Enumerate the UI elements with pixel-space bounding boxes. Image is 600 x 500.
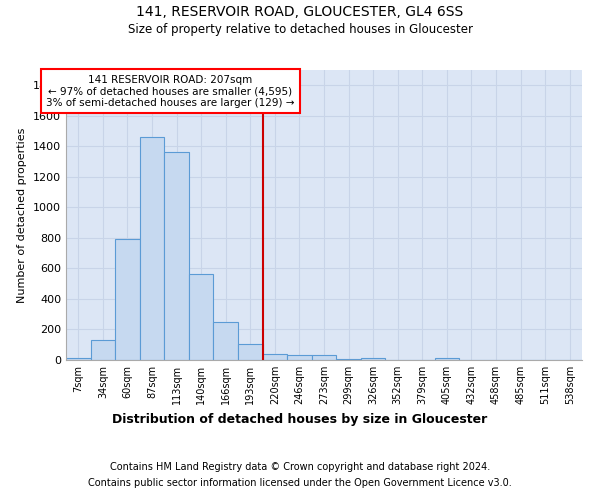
Bar (263, 354, 287, 360)
Bar (66, 358, 91, 360)
Text: Contains public sector information licensed under the Open Government Licence v3: Contains public sector information licen… (88, 478, 512, 488)
Bar (361, 358, 385, 360)
Text: Distribution of detached houses by size in Gloucester: Distribution of detached houses by size … (112, 412, 488, 426)
Bar (336, 359, 361, 360)
Bar (287, 356, 312, 360)
Bar (164, 152, 189, 360)
Bar (189, 274, 214, 360)
Y-axis label: Number of detached properties: Number of detached properties (17, 128, 28, 302)
Bar (434, 358, 459, 360)
Text: 141 RESERVOIR ROAD: 207sqm
← 97% of detached houses are smaller (4,595)
3% of se: 141 RESERVOIR ROAD: 207sqm ← 97% of deta… (46, 74, 295, 108)
Bar (91, 340, 115, 360)
Text: Size of property relative to detached houses in Gloucester: Size of property relative to detached ho… (128, 22, 473, 36)
Bar (312, 356, 336, 360)
Bar (140, 137, 164, 360)
Bar (214, 322, 238, 360)
Bar (115, 240, 140, 360)
Bar (238, 344, 263, 360)
Text: Contains HM Land Registry data © Crown copyright and database right 2024.: Contains HM Land Registry data © Crown c… (110, 462, 490, 472)
Text: 141, RESERVOIR ROAD, GLOUCESTER, GL4 6SS: 141, RESERVOIR ROAD, GLOUCESTER, GL4 6SS (136, 5, 464, 19)
